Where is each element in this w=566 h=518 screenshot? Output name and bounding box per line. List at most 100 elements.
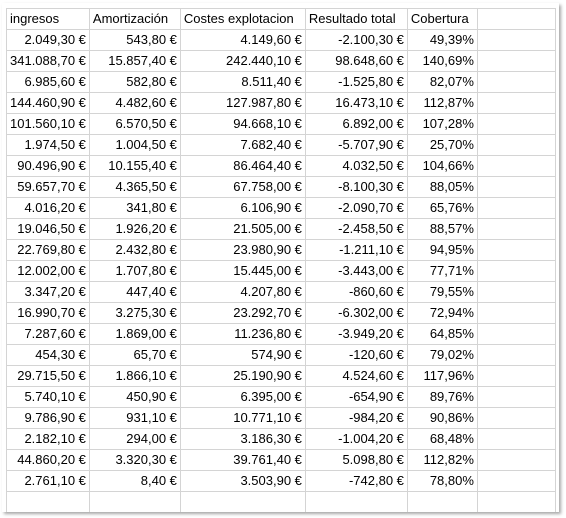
cell-resultado-total[interactable]: -860,60 € <box>304 281 408 303</box>
empty-cell[interactable] <box>476 260 556 282</box>
empty-cell[interactable] <box>476 239 556 261</box>
cell-cobertura[interactable]: 117,96% <box>406 365 478 387</box>
cell-ingresos[interactable]: 12.002,00 € <box>6 260 90 282</box>
empty-cell[interactable] <box>476 176 556 198</box>
cell-cobertura[interactable]: 94,95% <box>406 239 478 261</box>
cell-amortizacion[interactable]: 447,40 € <box>88 281 181 303</box>
cell-cobertura[interactable]: 107,28% <box>406 113 478 135</box>
cell-resultado-total[interactable]: 4.524,60 € <box>304 365 408 387</box>
cell-amortizacion[interactable]: 582,80 € <box>88 71 181 93</box>
cell-ingresos[interactable]: 4.016,20 € <box>6 197 90 219</box>
cell-resultado-total[interactable]: 98.648,60 € <box>304 50 408 72</box>
cell-cobertura[interactable]: 112,82% <box>406 449 478 471</box>
cell-costes-explotacion[interactable]: 8.511,40 € <box>179 71 306 93</box>
cell-amortizacion[interactable]: 1.869,00 € <box>88 323 181 345</box>
cell-amortizacion[interactable]: 1.707,80 € <box>88 260 181 282</box>
cell-costes-explotacion[interactable]: 23.292,70 € <box>179 302 306 324</box>
cell-ingresos[interactable]: 7.287,60 € <box>6 323 90 345</box>
cell-cobertura[interactable]: 49,39% <box>406 29 478 51</box>
empty-cell[interactable] <box>476 92 556 114</box>
cell-resultado-total[interactable]: -984,20 € <box>304 407 408 429</box>
empty-cell[interactable] <box>476 281 556 303</box>
cell-ingresos[interactable]: 90.496,90 € <box>6 155 90 177</box>
cell-cobertura[interactable]: 79,02% <box>406 344 478 366</box>
cell-amortizacion[interactable]: 15.857,40 € <box>88 50 181 72</box>
cell-ingresos[interactable]: 44.860,20 € <box>6 449 90 471</box>
cell-ingresos[interactable]: 101.560,10 € <box>6 113 90 135</box>
cell-costes-explotacion[interactable]: 23.980,90 € <box>179 239 306 261</box>
cell-ingresos[interactable]: 9.786,90 € <box>6 407 90 429</box>
header-amortizacion[interactable]: Amortización <box>88 8 181 30</box>
cell-resultado-total[interactable]: -654,90 € <box>304 386 408 408</box>
cell-cobertura[interactable]: 68,48% <box>406 428 478 450</box>
cell-ingresos[interactable]: 341.088,70 € <box>6 50 90 72</box>
cell-amortizacion[interactable]: 10.155,40 € <box>88 155 181 177</box>
empty-cell[interactable] <box>179 491 306 512</box>
cell-cobertura[interactable]: 79,55% <box>406 281 478 303</box>
cell-amortizacion[interactable]: 450,90 € <box>88 386 181 408</box>
cell-costes-explotacion[interactable]: 21.505,00 € <box>179 218 306 240</box>
cell-ingresos[interactable]: 144.460,90 € <box>6 92 90 114</box>
empty-cell[interactable] <box>476 491 556 512</box>
cell-amortizacion[interactable]: 4.365,50 € <box>88 176 181 198</box>
cell-amortizacion[interactable]: 8,40 € <box>88 470 181 492</box>
empty-cell[interactable] <box>476 134 556 156</box>
cell-amortizacion[interactable]: 3.275,30 € <box>88 302 181 324</box>
cell-ingresos[interactable]: 19.046,50 € <box>6 218 90 240</box>
cell-amortizacion[interactable]: 6.570,50 € <box>88 113 181 135</box>
cell-cobertura[interactable]: 112,87% <box>406 92 478 114</box>
header-cobertura[interactable]: Cobertura <box>406 8 478 30</box>
cell-amortizacion[interactable]: 4.482,60 € <box>88 92 181 114</box>
cell-resultado-total[interactable]: -742,80 € <box>304 470 408 492</box>
empty-cell[interactable] <box>476 302 556 324</box>
cell-resultado-total[interactable]: -5.707,90 € <box>304 134 408 156</box>
cell-costes-explotacion[interactable]: 3.186,30 € <box>179 428 306 450</box>
cell-ingresos[interactable]: 1.974,50 € <box>6 134 90 156</box>
cell-ingresos[interactable]: 16.990,70 € <box>6 302 90 324</box>
empty-cell[interactable] <box>476 113 556 135</box>
cell-costes-explotacion[interactable]: 6.106,90 € <box>179 197 306 219</box>
cell-cobertura[interactable]: 25,70% <box>406 134 478 156</box>
cell-resultado-total[interactable]: 4.032,50 € <box>304 155 408 177</box>
empty-cell[interactable] <box>476 407 556 429</box>
cell-ingresos[interactable]: 29.715,50 € <box>6 365 90 387</box>
empty-cell[interactable] <box>476 470 556 492</box>
empty-cell[interactable] <box>476 155 556 177</box>
empty-cell[interactable] <box>476 428 556 450</box>
cell-ingresos[interactable]: 59.657,70 € <box>6 176 90 198</box>
cell-resultado-total[interactable]: -120,60 € <box>304 344 408 366</box>
cell-costes-explotacion[interactable]: 67.758,00 € <box>179 176 306 198</box>
cell-amortizacion[interactable]: 931,10 € <box>88 407 181 429</box>
cell-cobertura[interactable]: 64,85% <box>406 323 478 345</box>
empty-cell[interactable] <box>476 218 556 240</box>
cell-ingresos[interactable]: 2.049,30 € <box>6 29 90 51</box>
cell-resultado-total[interactable]: -3.949,20 € <box>304 323 408 345</box>
cell-resultado-total[interactable]: -2.458,50 € <box>304 218 408 240</box>
cell-resultado-total[interactable]: 6.892,00 € <box>304 113 408 135</box>
empty-cell[interactable] <box>476 50 556 72</box>
cell-costes-explotacion[interactable]: 574,90 € <box>179 344 306 366</box>
cell-costes-explotacion[interactable]: 39.761,40 € <box>179 449 306 471</box>
cell-amortizacion[interactable]: 1.004,50 € <box>88 134 181 156</box>
cell-resultado-total[interactable]: -2.090,70 € <box>304 197 408 219</box>
cell-ingresos[interactable]: 454,30 € <box>6 344 90 366</box>
cell-costes-explotacion[interactable]: 7.682,40 € <box>179 134 306 156</box>
cell-amortizacion[interactable]: 1.866,10 € <box>88 365 181 387</box>
cell-cobertura[interactable]: 72,94% <box>406 302 478 324</box>
header-costes-explotacion[interactable]: Costes explotacion <box>179 8 306 30</box>
empty-cell[interactable] <box>476 197 556 219</box>
cell-cobertura[interactable]: 82,07% <box>406 71 478 93</box>
empty-cell[interactable] <box>476 386 556 408</box>
cell-ingresos[interactable]: 22.769,80 € <box>6 239 90 261</box>
empty-cell[interactable] <box>304 491 408 512</box>
empty-cell[interactable] <box>406 491 478 512</box>
cell-costes-explotacion[interactable]: 4.149,60 € <box>179 29 306 51</box>
cell-resultado-total[interactable]: -3.443,00 € <box>304 260 408 282</box>
cell-costes-explotacion[interactable]: 25.190,90 € <box>179 365 306 387</box>
cell-resultado-total[interactable]: -6.302,00 € <box>304 302 408 324</box>
cell-amortizacion[interactable]: 341,80 € <box>88 197 181 219</box>
cell-cobertura[interactable]: 90,86% <box>406 407 478 429</box>
cell-resultado-total[interactable]: -1.004,20 € <box>304 428 408 450</box>
cell-amortizacion[interactable]: 294,00 € <box>88 428 181 450</box>
cell-amortizacion[interactable]: 1.926,20 € <box>88 218 181 240</box>
